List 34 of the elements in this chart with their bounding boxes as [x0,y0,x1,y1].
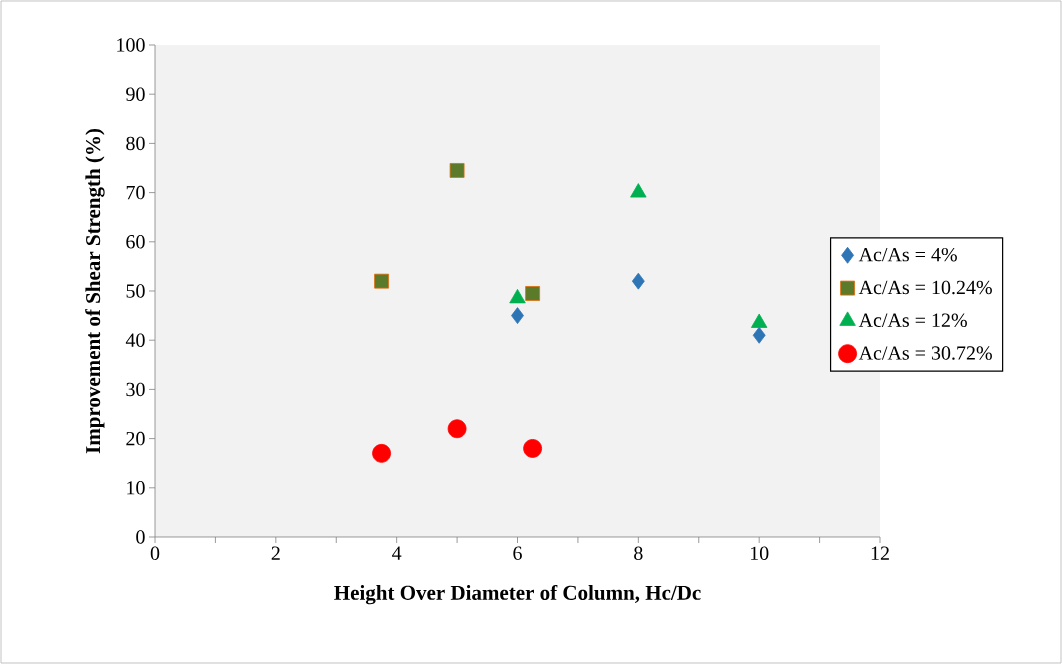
y-tick-label: 40 [125,333,145,347]
y-tick-label: 80 [126,136,145,151]
x-tick-label: 12 [871,546,889,560]
x-tick-label: 6 [513,546,522,560]
point [449,163,465,178]
y-tick-label: 70 [126,185,145,200]
y-tick-label: 10 [127,481,145,495]
x-tick-label: 8 [634,546,643,561]
y-axis-title: Improvement of Shear Strength (%) [85,129,105,454]
y-tick-label: 60 [126,235,145,249]
point [631,272,645,290]
y-tick-label: 100 [117,38,145,52]
point [630,183,647,198]
x-tick-label: 2 [271,546,280,560]
point [752,326,766,344]
x-axis-title: Height Over Diameter of Column, Hc/Dc [334,584,701,605]
x-tick-label: 0 [150,546,160,561]
point [447,419,467,439]
point [511,307,524,324]
legend-label: Ac/As = 4% [858,247,957,262]
point [374,273,389,289]
y-tick-label: 50 [126,284,145,298]
point [525,286,541,301]
legend-label: Ac/As = 30.72% [858,346,992,360]
x-tick-label: 10 [750,546,769,561]
legend-label: Ac/As = 12% [858,313,967,328]
y-tick-label: 20 [126,431,145,446]
point [372,443,391,463]
y-tick-label: 30 [126,382,145,397]
x-tick-label: 4 [392,546,402,560]
y-tick-label: 90 [126,87,145,101]
y-tick-label: 0 [136,530,145,544]
point [523,439,543,458]
legend-label: Ac/As = 10.24% [858,280,992,295]
